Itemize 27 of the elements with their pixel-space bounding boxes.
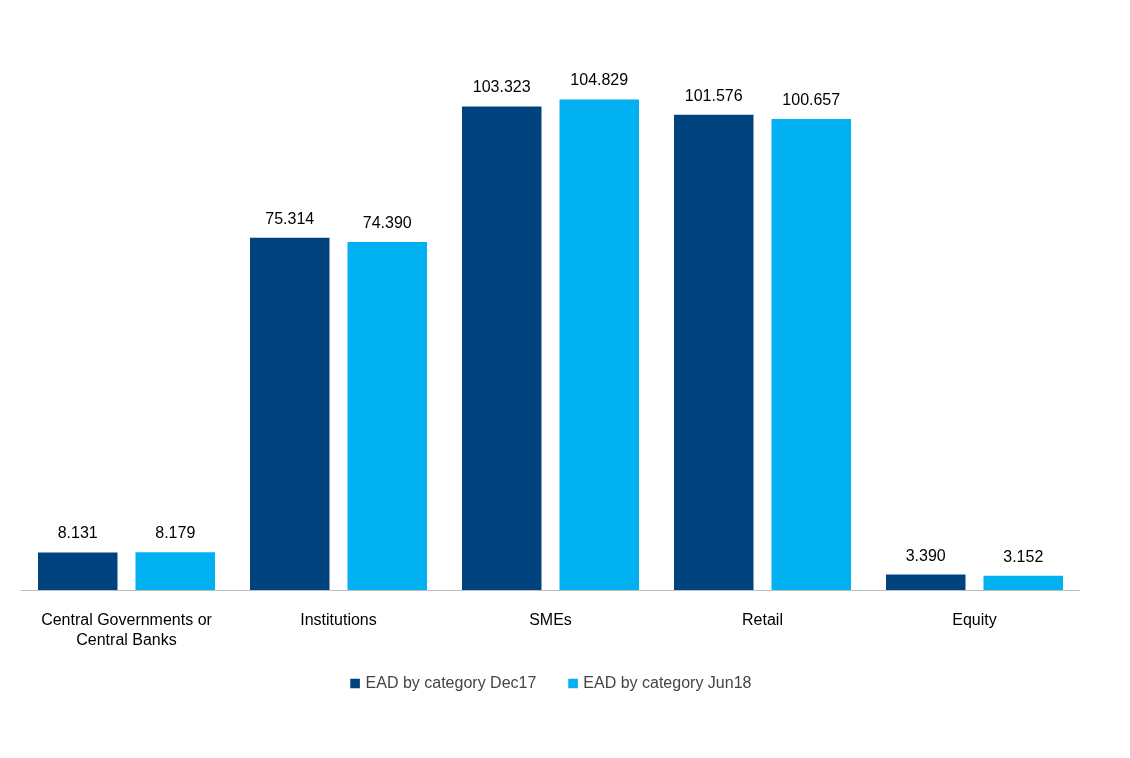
data-label: 74.390 (362, 214, 412, 232)
x-tick-label: Retail (742, 610, 783, 628)
data-label: 3.152 (1003, 547, 1044, 565)
legend-label: EAD by category Jun18 (583, 674, 752, 692)
data-label: 8.131 (57, 524, 98, 542)
bar (885, 574, 966, 591)
bar (559, 99, 640, 591)
x-tick-label: SMEs (529, 610, 572, 628)
bar (37, 552, 118, 591)
data-label: 104.829 (570, 71, 629, 89)
bar (135, 552, 216, 591)
bar (461, 106, 542, 591)
x-tick-label: Central Governments or Central Banks (41, 610, 213, 648)
bar (983, 575, 1064, 591)
legend-label: EAD by category Dec17 (365, 674, 537, 692)
data-label: 101.576 (684, 86, 743, 104)
bar (673, 114, 754, 591)
bar (347, 242, 428, 591)
bar (771, 118, 852, 591)
data-label: 75.314 (265, 209, 315, 227)
data-label: 103.323 (472, 78, 531, 96)
bar (249, 237, 330, 591)
x-tick-label: Equity (952, 610, 997, 628)
data-label: 100.657 (782, 90, 841, 108)
data-label: 3.390 (905, 546, 946, 564)
data-label: 8.179 (155, 524, 196, 542)
x-tick-label: Institutions (300, 610, 377, 628)
